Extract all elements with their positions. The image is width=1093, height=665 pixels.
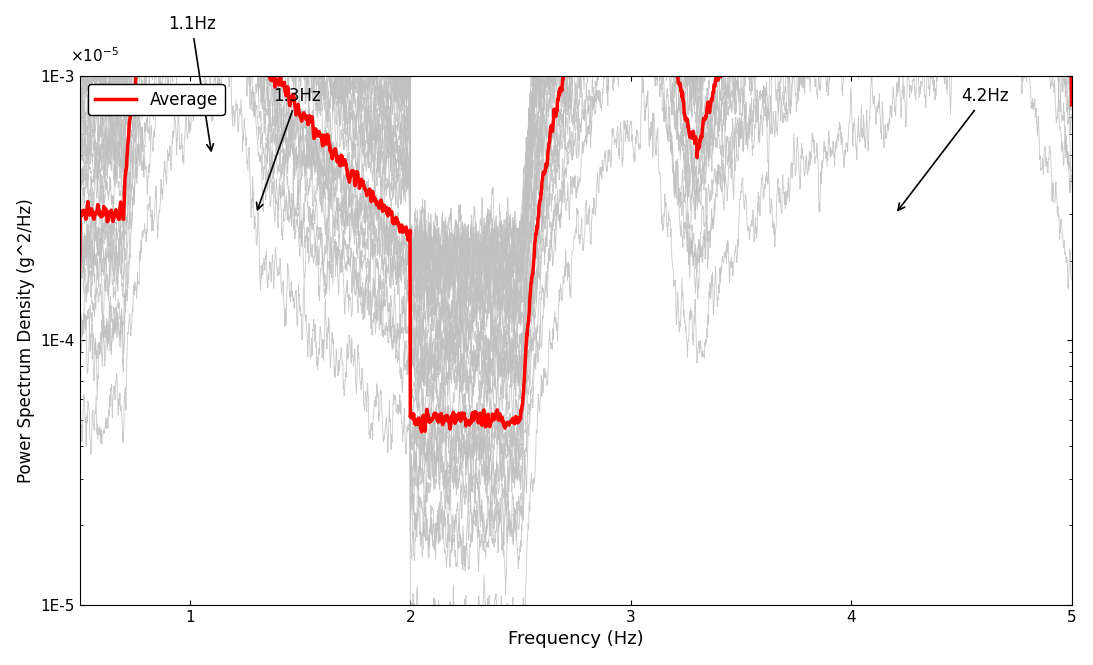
Text: 1.1Hz: 1.1Hz (167, 15, 215, 151)
Text: $\times10^{-5}$: $\times10^{-5}$ (70, 47, 119, 65)
Average (415, 428, 428, 436)
Y-axis label: Power Spectrum Density (g^2/Hz): Power Spectrum Density (g^2/Hz) (16, 198, 35, 483)
Average (1065, 101, 1078, 109)
Text: 4.2Hz: 4.2Hz (898, 87, 1009, 210)
Line: Average: Average (80, 0, 1071, 432)
Average (454, 416, 467, 424)
Legend: Average: Average (87, 84, 224, 116)
Average (73, 267, 86, 275)
Average (496, 417, 509, 425)
X-axis label: Frequency (Hz): Frequency (Hz) (508, 630, 644, 648)
Text: 1.3Hz: 1.3Hz (257, 87, 321, 209)
